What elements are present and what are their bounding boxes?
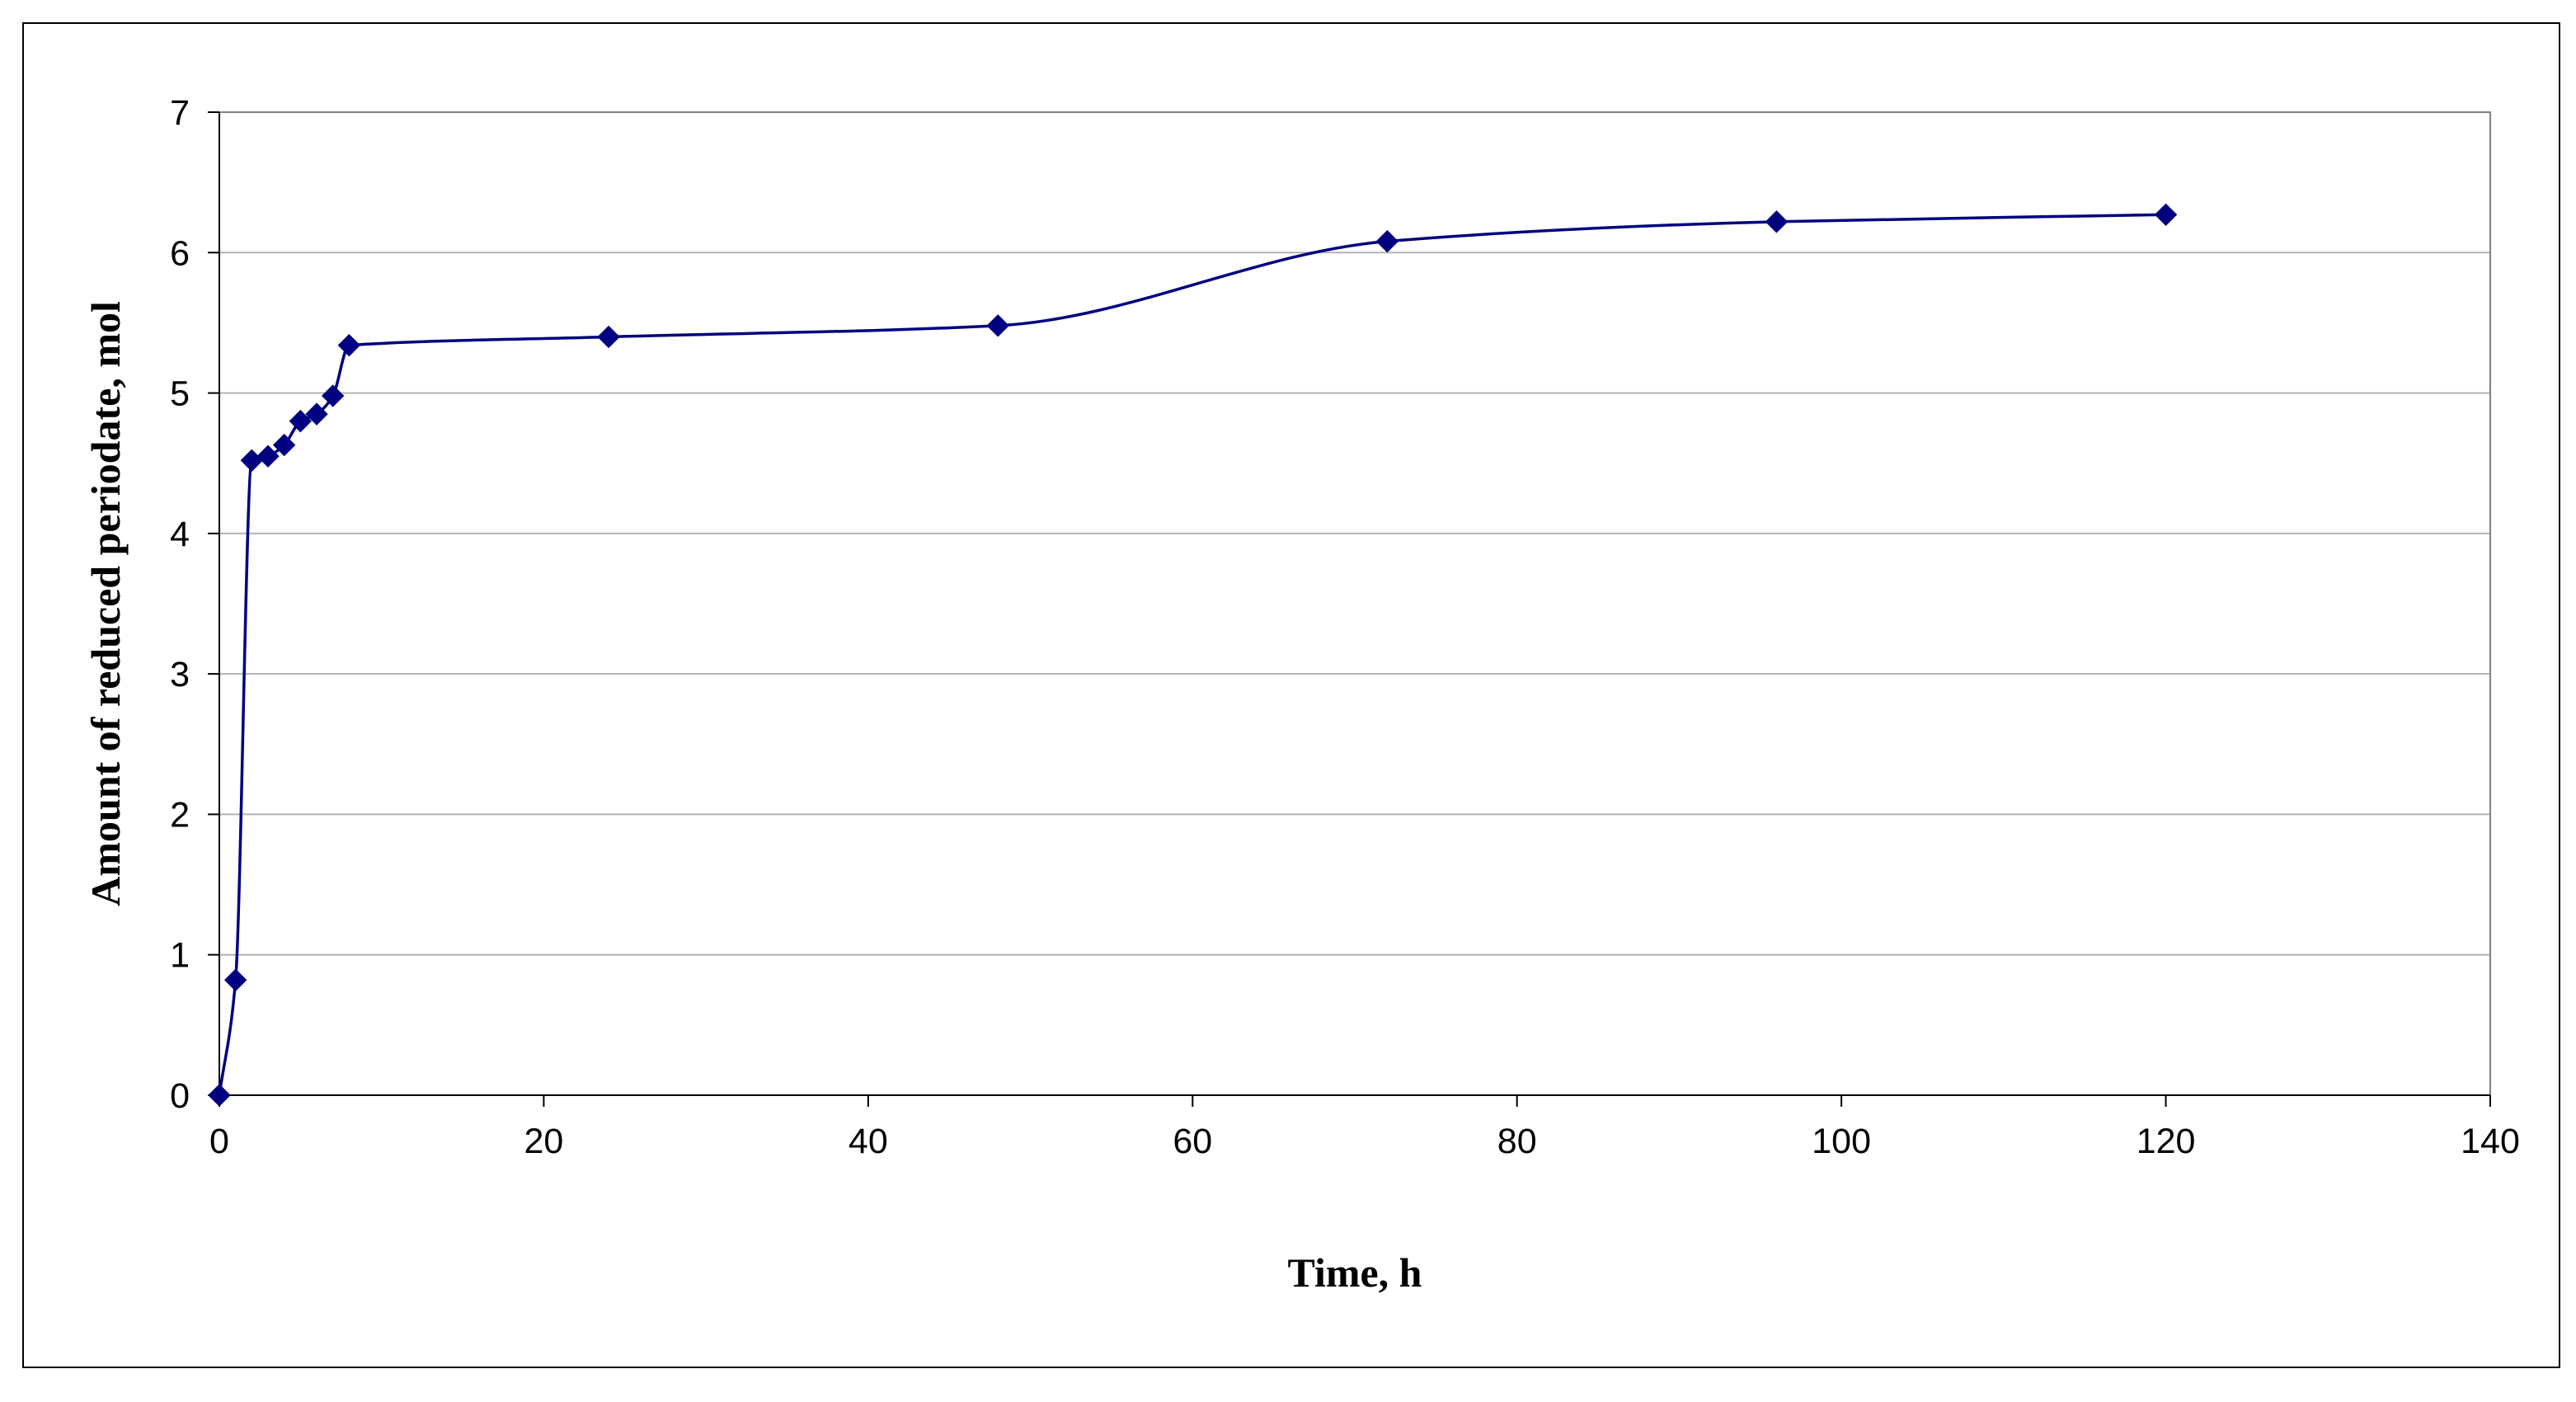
data-point-marker-8 (337, 333, 361, 357)
data-point-marker-0 (208, 1084, 231, 1107)
series-line-0 (218, 213, 2166, 1096)
data-point-marker-6 (305, 402, 328, 426)
y-tick-label: 3 (170, 655, 190, 694)
x-axis-title: Time, h (1288, 1249, 1422, 1296)
x-tick-label: 40 (848, 1122, 888, 1161)
chart-area-border (22, 22, 2560, 1368)
y-tick-label: 7 (170, 93, 190, 133)
data-point-marker-9 (597, 325, 620, 349)
y-tick-label: 2 (170, 795, 190, 835)
data-point-marker-1 (223, 968, 247, 992)
data-point-marker-13 (2154, 203, 2178, 227)
y-axis-title: Amount of reduced periodate, mol (82, 301, 129, 906)
x-tick-label: 100 (1812, 1122, 1871, 1161)
x-tick-label: 120 (2136, 1122, 2196, 1161)
series-group (208, 203, 2178, 1107)
data-point-marker-3 (256, 445, 280, 468)
y-tick-label: 0 (170, 1076, 190, 1116)
data-point-marker-7 (321, 384, 345, 407)
x-tick-label: 20 (524, 1122, 564, 1161)
data-point-marker-12 (1765, 210, 1789, 233)
y-tick-label: 5 (170, 374, 190, 414)
data-point-marker-11 (1375, 229, 1399, 253)
axes: 0 1 2 3 4 5 6 7 0 20 40 60 80 100 120 140 (170, 93, 2520, 1161)
x-tick-label: 0 (209, 1122, 229, 1161)
x-tick-label: 60 (1173, 1122, 1212, 1161)
data-point-marker-4 (272, 433, 296, 457)
y-tick-label: 6 (170, 233, 190, 273)
data-point-marker-10 (986, 314, 1009, 337)
y-tick-label: 1 (170, 936, 190, 976)
x-tick-label: 140 (2461, 1122, 2520, 1161)
data-point-marker-5 (289, 409, 313, 433)
y-tick-label: 4 (170, 515, 190, 554)
x-tick-label: 80 (1497, 1122, 1537, 1161)
